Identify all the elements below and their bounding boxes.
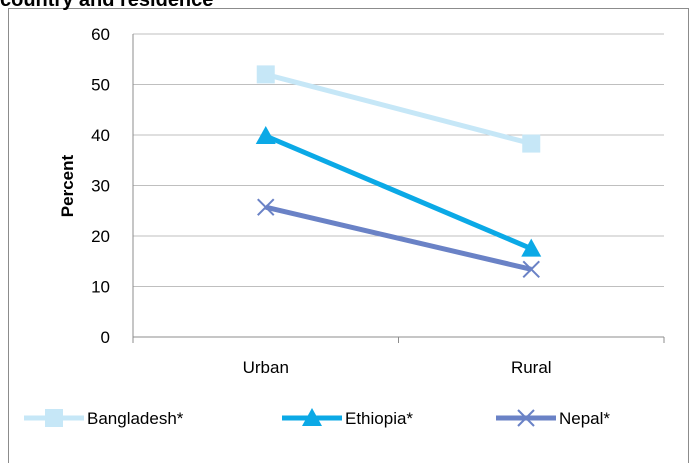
series-line bbox=[265, 204, 532, 272]
x-tick-label: Urban bbox=[243, 358, 289, 377]
chart-title: country and residence bbox=[0, 0, 214, 11]
data-point bbox=[521, 238, 542, 257]
legend-item: Nepal* bbox=[496, 409, 610, 428]
x-tick-labels: Urban Rural bbox=[243, 358, 552, 377]
legend: Bangladesh* Ethiopia* Nepal* bbox=[24, 408, 610, 428]
data-point bbox=[522, 260, 540, 279]
data-point bbox=[257, 198, 275, 216]
y-tick-label: 60 bbox=[91, 25, 110, 44]
series-line bbox=[265, 71, 532, 147]
legend-label: Nepal* bbox=[559, 409, 610, 428]
data-point bbox=[255, 126, 276, 145]
y-tick-label: 40 bbox=[91, 126, 110, 145]
y-tick-label: 50 bbox=[91, 76, 110, 95]
legend-item: Ethiopia* bbox=[282, 408, 413, 428]
y-tick-label: 10 bbox=[91, 278, 110, 297]
legend-marker bbox=[517, 409, 535, 427]
data-point bbox=[256, 65, 275, 84]
legend-item: Bangladesh* bbox=[24, 409, 184, 428]
legend-label: Bangladesh* bbox=[87, 409, 184, 428]
series-line bbox=[264, 133, 533, 251]
y-tick-label: 20 bbox=[91, 227, 110, 246]
gridlines bbox=[132, 33, 665, 343]
series-group bbox=[255, 65, 542, 279]
legend-label: Ethiopia* bbox=[345, 409, 413, 428]
y-tick-label: 30 bbox=[91, 177, 110, 196]
data-point bbox=[522, 134, 541, 153]
legend-marker bbox=[302, 408, 322, 426]
y-tick-labels: 0 10 20 30 40 50 60 bbox=[91, 25, 110, 347]
y-axis-label: Percent bbox=[58, 154, 77, 217]
y-tick-label: 0 bbox=[101, 328, 110, 347]
legend-marker bbox=[45, 409, 63, 427]
x-tick-label: Rural bbox=[511, 358, 552, 377]
